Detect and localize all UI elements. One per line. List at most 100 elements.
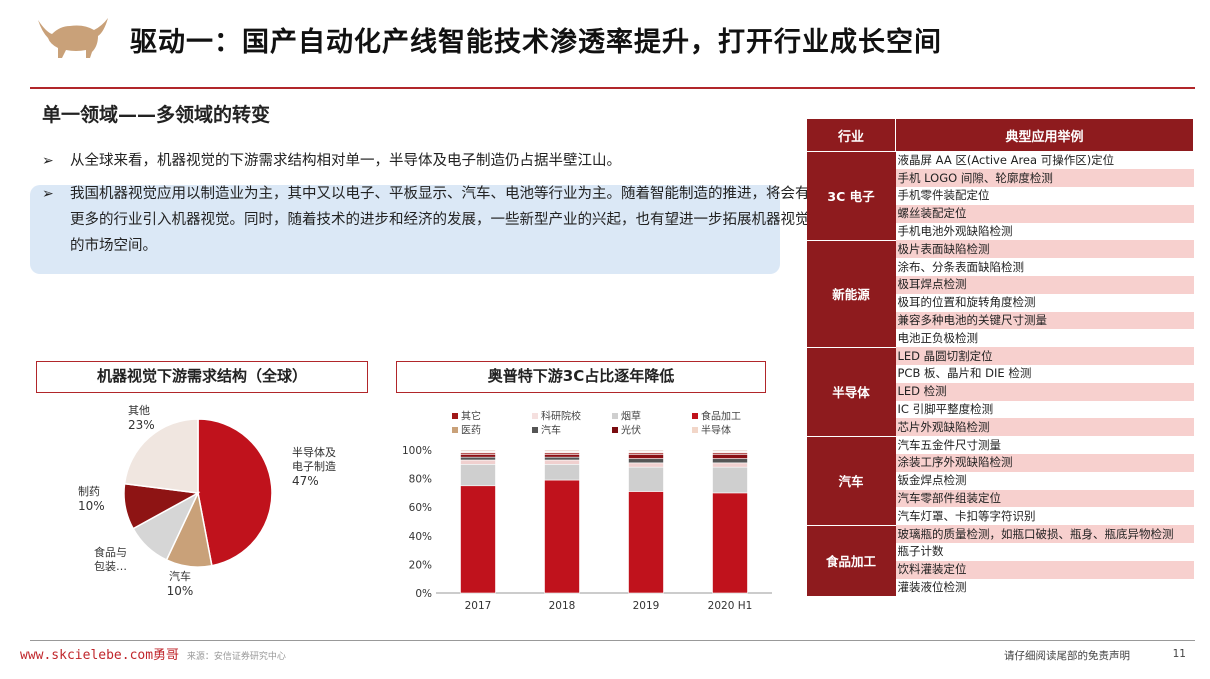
- industry-cell: 新能源: [806, 240, 896, 348]
- example-cell: 瓶子计数: [897, 544, 944, 559]
- legend-label: 汽车: [541, 424, 561, 437]
- x-tick-label: 2017: [465, 600, 492, 612]
- example-cell: PCB 板、晶片和 DIE 检测: [897, 366, 1032, 381]
- bar-segment: [628, 466, 664, 492]
- header-industry: 行业: [806, 118, 896, 152]
- x-tick-label: 2020 H1: [708, 600, 753, 612]
- bar-segment: [712, 462, 748, 468]
- table-row: 螺丝装配定位: [807, 204, 1194, 223]
- table-row: IC 引脚平整度检测: [807, 401, 1194, 419]
- bar-segment: [460, 485, 496, 594]
- bar-segment: [460, 456, 496, 461]
- x-tick-label: 2018: [549, 600, 576, 612]
- example-cell: 汽车五金件尺寸测量: [897, 437, 1002, 452]
- bar-segment: [544, 453, 580, 458]
- example-cell: 手机零件装配定位: [897, 188, 990, 203]
- bullet-item: ➢ 从全球来看，机器视觉的下游需求结构相对单一，半导体及电子制造仍占据半壁江山。: [40, 148, 810, 174]
- arrow-bullet-icon: ➢: [42, 186, 54, 202]
- bar-segment: [712, 458, 748, 464]
- table-row: 手机零件装配定位: [807, 187, 1194, 205]
- table-row: 兼容多种电池的关键尺寸测量: [807, 311, 1194, 330]
- table-row: 手机电池外观缺陷检测: [807, 223, 1194, 241]
- section-heading: 单一领域——多领域的转变: [42, 104, 271, 126]
- bar-segment: [544, 463, 580, 481]
- industry-cell: 3C 电子: [806, 151, 896, 241]
- legend-swatch: [612, 413, 618, 419]
- legend-label: 食品加工: [701, 410, 741, 423]
- y-tick-label: 80%: [409, 474, 432, 486]
- slide-header: 驱动一：国产自动化产线智能技术渗透率提升，打开行业成长空间: [0, 0, 1210, 90]
- bar-segment: [460, 449, 496, 452]
- table-row: 3C 电子 液晶屏 AA 区(Active Area 可操作区)定位: [806, 151, 1194, 241]
- example-cell: 涂布、分条表面缺陷检测: [897, 259, 1025, 274]
- table-row: 食品加工 玻璃瓶的质量检测，如瓶口破损、瓶身、瓶底异物检测: [806, 525, 1194, 597]
- example-cell: 钣金焊点检测: [897, 473, 967, 488]
- example-cell: 灌装液位检测: [897, 580, 967, 595]
- watermark-text: www.skcielebe.com勇哥: [20, 648, 180, 663]
- header-examples: 典型应用举例: [895, 118, 1194, 152]
- title-divider: [30, 87, 1195, 89]
- legend-label: 半导体: [701, 424, 731, 437]
- legend-swatch: [452, 427, 458, 433]
- table-row: 汽车 汽车五金件尺寸测量: [806, 436, 1194, 526]
- industry-cell: 半导体: [806, 347, 896, 437]
- bar-segment: [460, 459, 496, 465]
- bar-segment: [712, 492, 748, 594]
- table-row: 半导体 LED 晶圆切割定位: [806, 347, 1194, 437]
- pie-slice: [197, 418, 273, 567]
- bar-segment: [628, 462, 664, 468]
- table-row: 手机 LOGO 间隙、轮廓度检测: [807, 169, 1194, 188]
- bullet-item: ➢ 我国机器视觉应用以制造业为主，其中又以电子、平板显示、汽车、电池等行业为主。…: [40, 181, 810, 259]
- table-row: 极耳焊点检测: [807, 276, 1194, 294]
- example-cell: 涂装工序外观缺陷检测: [895, 454, 1194, 472]
- legend-label: 光伏: [621, 424, 641, 437]
- bar-segment: [544, 459, 580, 465]
- legend-swatch: [692, 427, 698, 433]
- legend-label: 其它: [461, 410, 481, 423]
- y-tick-label: 20%: [409, 559, 432, 571]
- table-row: 涂装工序外观缺陷检测: [807, 454, 1194, 472]
- pie-label: 汽车 10%: [167, 569, 194, 598]
- bar-segment: [628, 449, 664, 452]
- example-cell: 电池正负极检测: [897, 330, 979, 345]
- bar-segment: [460, 463, 496, 487]
- pie-chart-title: 机器视觉下游需求结构（全球）: [36, 361, 368, 393]
- bar-segment: [712, 449, 748, 452]
- bullet-text: 从全球来看，机器视觉的下游需求结构相对单一，半导体及电子制造仍占据半壁江山。: [70, 153, 621, 169]
- legend-label: 医药: [461, 425, 481, 437]
- y-tick-label: 60%: [409, 502, 432, 514]
- example-cell: 兼容多种电池的关键尺寸测量: [895, 311, 1194, 330]
- footer-disclaimer: 请仔细阅读尾部的免责声明: [1004, 650, 1130, 662]
- legend-label: 科研院校: [541, 410, 581, 423]
- table-header-row: 行业 典型应用举例: [806, 118, 1194, 152]
- y-tick-label: 100%: [402, 445, 432, 457]
- table-row: LED 检测: [807, 382, 1194, 401]
- footer-watermark: www.skcielebe.com勇哥 来源：安信证券研究中心: [20, 644, 286, 663]
- table-row: PCB 板、晶片和 DIE 检测: [807, 365, 1194, 383]
- pie-label: 制药 10%: [78, 485, 105, 513]
- legend-swatch: [532, 413, 538, 419]
- bar-segment: [544, 479, 580, 594]
- pie-label: 食品与包装…: [94, 545, 127, 573]
- legend-swatch: [612, 427, 618, 433]
- x-tick-label: 2019: [633, 600, 660, 612]
- table-row: 饮料灌装定位: [807, 560, 1194, 579]
- pie-label: 半导体及电子制造 47%: [292, 445, 336, 488]
- example-cell: 汽车零部件组装定位: [895, 489, 1194, 508]
- legend-swatch: [532, 427, 538, 433]
- table-row: 新能源 极片表面缺陷检测: [806, 240, 1194, 348]
- bar-segment: [628, 491, 664, 594]
- pie-label: 其他 23%: [128, 404, 155, 432]
- bar-segment: [544, 456, 580, 461]
- example-cell: 液晶屏 AA 区(Active Area 可操作区)定位: [897, 153, 1115, 168]
- example-cell: 汽车灯罩、卡扣等字符识别: [897, 508, 1036, 523]
- example-cell: 芯片外观缺陷检测: [895, 418, 1194, 437]
- legend-label: 烟草: [621, 410, 641, 423]
- bar-segment: [544, 449, 580, 452]
- text-highlight: [30, 185, 780, 274]
- example-cell: LED 晶圆切割定位: [895, 347, 1194, 366]
- page-number: 11: [1172, 648, 1186, 660]
- table-row: 涂布、分条表面缺陷检测: [807, 258, 1194, 276]
- table-row: 电池正负极检测: [807, 329, 1194, 347]
